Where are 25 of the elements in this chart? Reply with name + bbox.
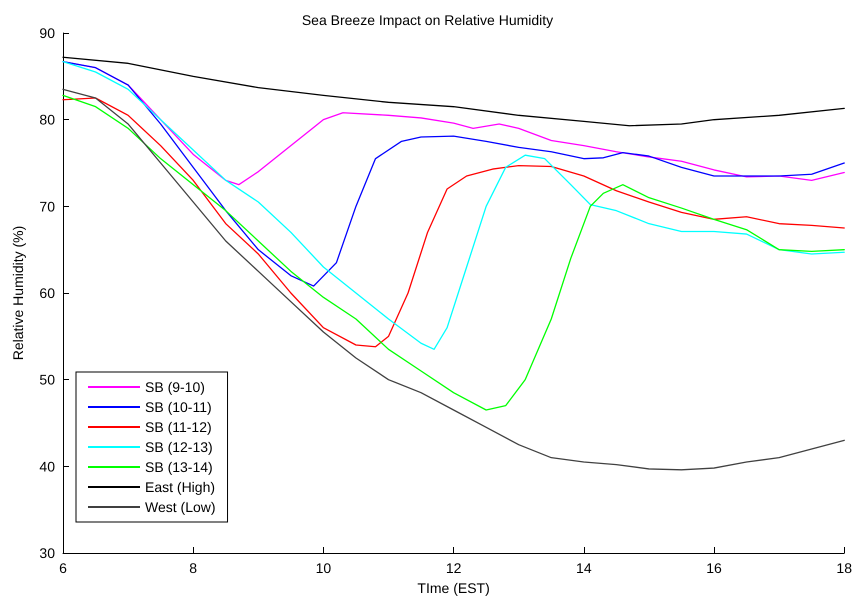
legend-label: SB (11-12) xyxy=(145,419,212,435)
y-tick-label: 30 xyxy=(39,545,56,561)
x-tick-label: 6 xyxy=(59,560,68,576)
x-tick-label: 16 xyxy=(706,560,722,576)
y-tick-label: 80 xyxy=(39,112,56,128)
y-tick-label: 40 xyxy=(39,458,56,474)
chart-title: Sea Breeze Impact on Relative Humidity xyxy=(302,12,554,28)
x-axis-title: TIme (EST) xyxy=(417,580,490,596)
x-tick-label: 10 xyxy=(316,560,332,576)
line-series xyxy=(62,60,845,287)
x-tick-label: 12 xyxy=(446,560,462,576)
y-axis-title: Relative Humidity (%) xyxy=(10,226,26,360)
legend-label: SB (10-11) xyxy=(145,399,212,415)
x-tick-label: 18 xyxy=(836,560,852,576)
y-tick-label: 60 xyxy=(39,285,56,301)
legend-label: West (Low) xyxy=(145,499,216,515)
y-tick-label: 50 xyxy=(39,372,56,388)
x-tick-label: 14 xyxy=(576,560,592,576)
legend-label: SB (13-14) xyxy=(145,459,213,475)
y-tick-label: 90 xyxy=(39,25,56,41)
x-tick-label: 8 xyxy=(189,560,198,576)
legend-label: East (High) xyxy=(145,479,216,495)
legend-label: SB (12-13) xyxy=(145,439,213,455)
y-tick-label: 70 xyxy=(39,198,56,214)
legend-label: SB (9-10) xyxy=(145,379,205,395)
